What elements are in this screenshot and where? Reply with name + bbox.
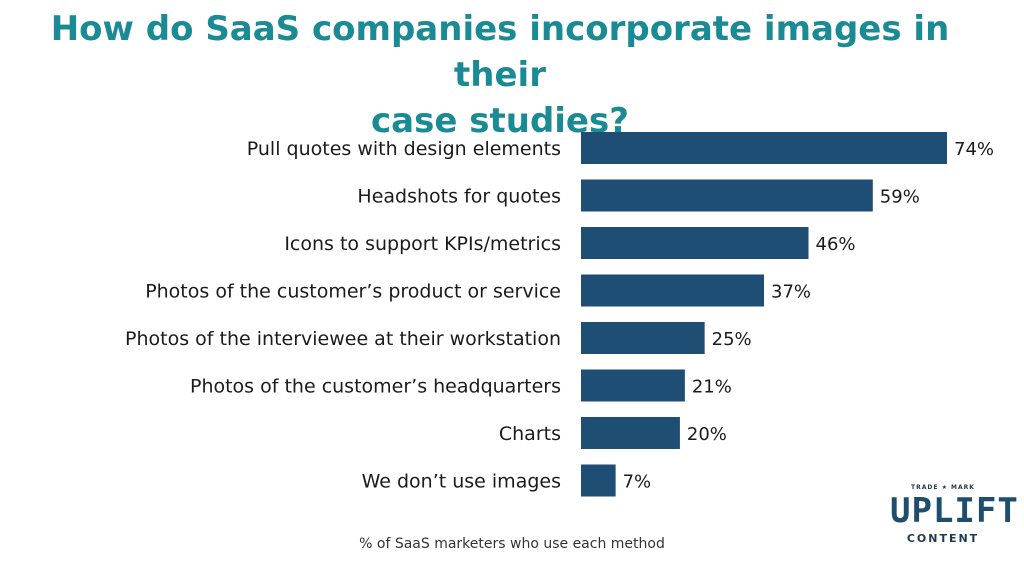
bar bbox=[581, 369, 685, 402]
value-label: 74% bbox=[954, 139, 994, 160]
category-label: Icons to support KPIs/metrics bbox=[284, 233, 561, 255]
value-label: 20% bbox=[687, 424, 727, 445]
bar bbox=[581, 322, 705, 354]
bar bbox=[581, 417, 680, 449]
bar bbox=[581, 274, 764, 307]
category-label: Photos of the customer’s headquarters bbox=[190, 376, 561, 398]
category-label: Pull quotes with design elements bbox=[247, 138, 561, 160]
category-label: We don’t use images bbox=[362, 471, 561, 493]
value-label: 37% bbox=[771, 282, 811, 303]
logo-name: UPLIFT bbox=[890, 491, 1019, 531]
chart-title: How do SaaS companies incorporate images… bbox=[50, 9, 950, 141]
bar bbox=[581, 464, 616, 497]
category-label: Photos of the customer’s product or serv… bbox=[145, 281, 561, 303]
category-label: Headshots for quotes bbox=[357, 186, 561, 208]
value-label: 46% bbox=[816, 234, 856, 255]
bar bbox=[581, 179, 873, 212]
category-label: Charts bbox=[499, 423, 561, 445]
category-label: Photos of the interviewee at their works… bbox=[125, 328, 561, 350]
axis-caption: % of SaaS marketers who use each method bbox=[359, 536, 665, 552]
uplift-content-logo: TRADE ★ MARK UPLIFT CONTENT bbox=[890, 484, 1019, 552]
bar bbox=[581, 227, 809, 259]
value-label: 25% bbox=[712, 329, 752, 350]
logo-trademark: TRADE ★ MARK bbox=[911, 484, 975, 491]
logo-subtitle: CONTENT bbox=[906, 532, 980, 545]
bar bbox=[581, 132, 947, 164]
value-label: 21% bbox=[692, 377, 732, 398]
value-label: 59% bbox=[880, 187, 920, 208]
value-label: 7% bbox=[623, 472, 652, 493]
